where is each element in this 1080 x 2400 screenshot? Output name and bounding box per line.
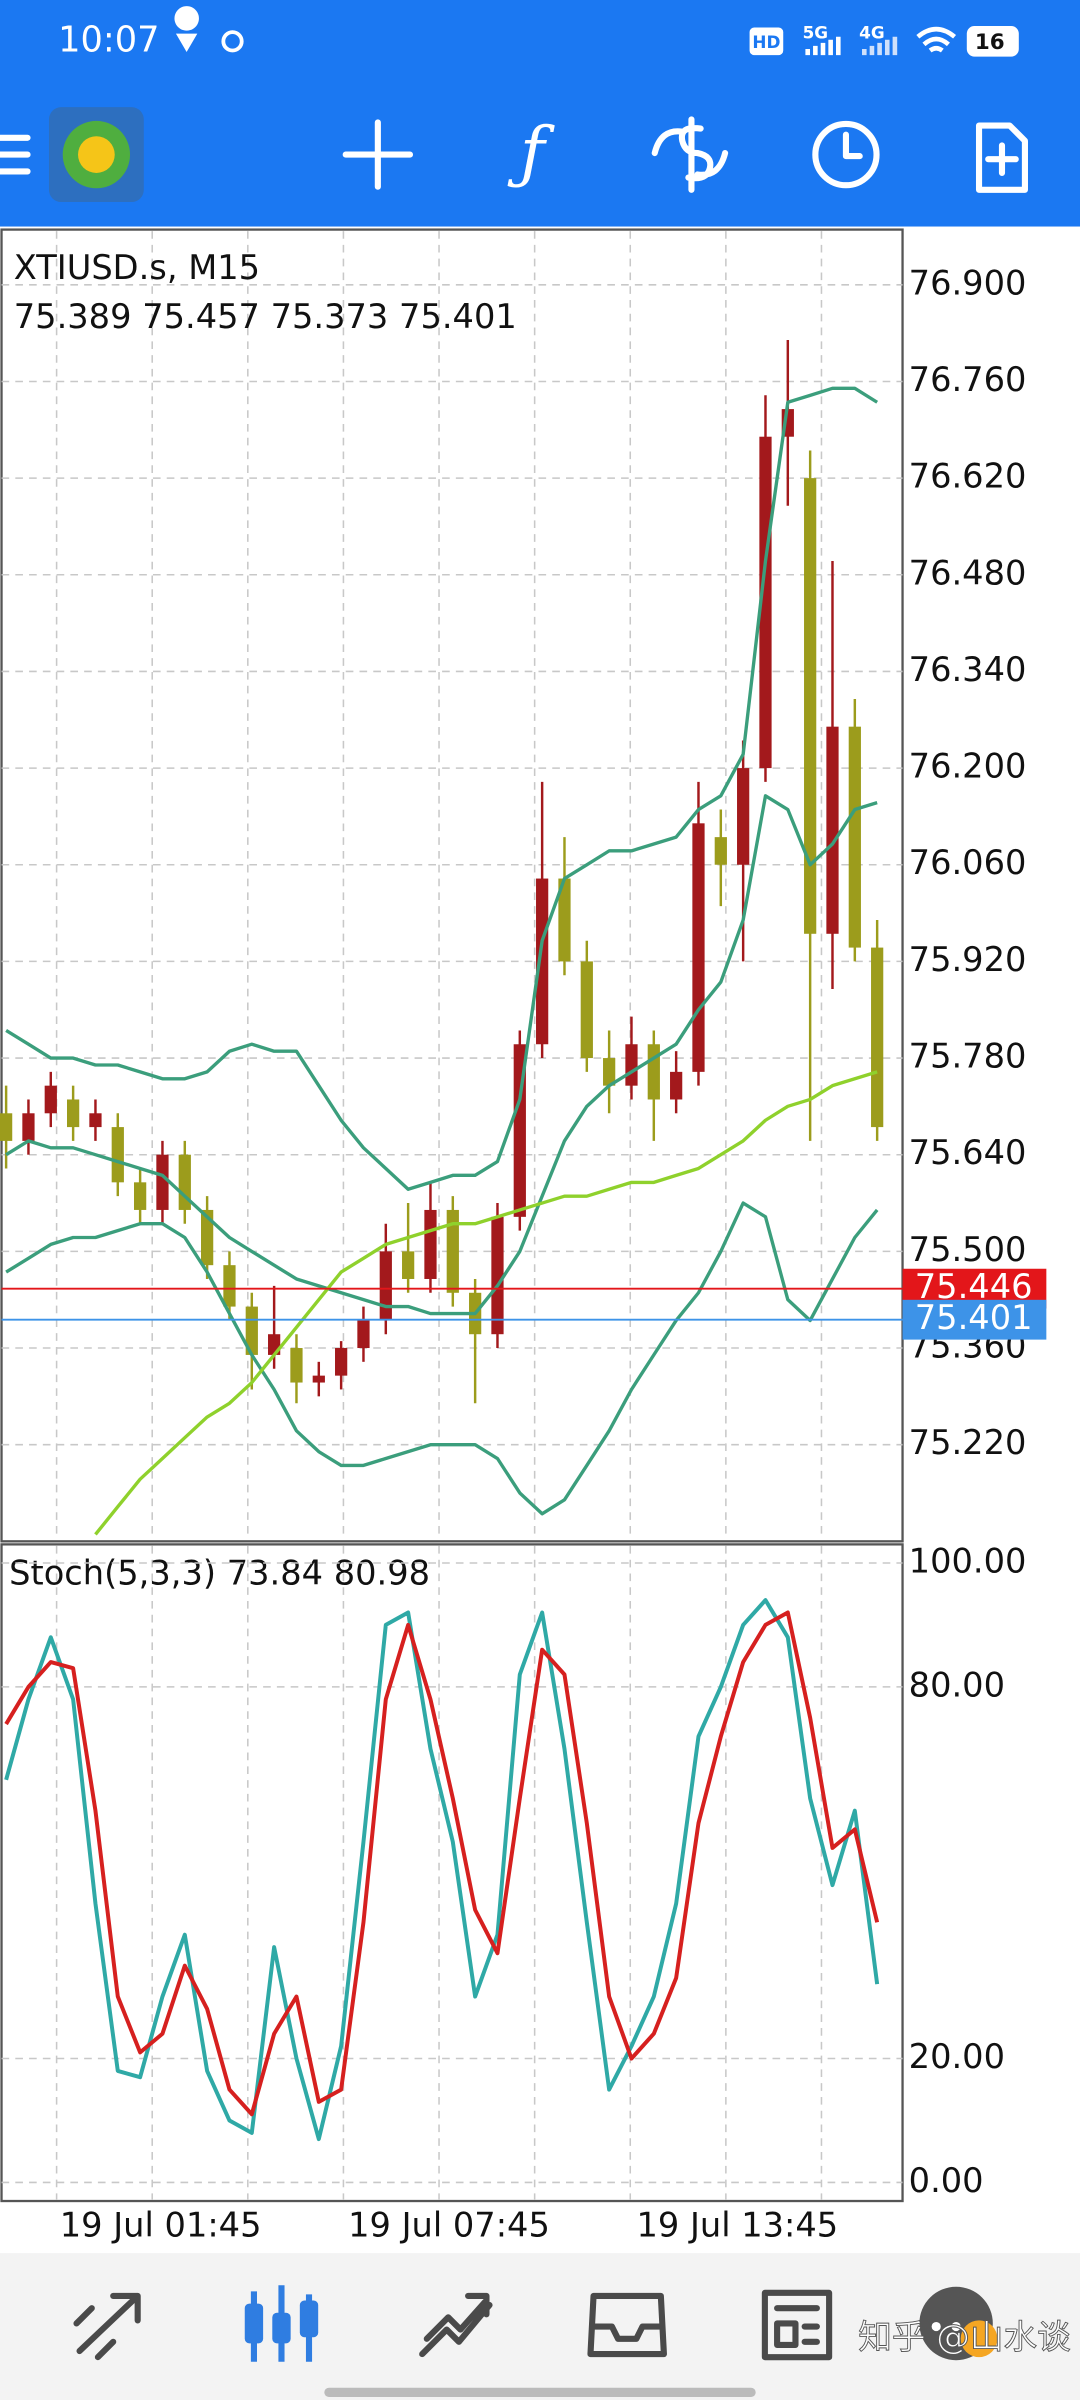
y-tick-label: 75.920 <box>909 940 1027 979</box>
y-tick-label: 75.780 <box>909 1037 1027 1076</box>
price-label: 75.446 <box>915 1267 1033 1306</box>
y-tick-label: 100.00 <box>909 1541 1027 1580</box>
y-tick-label: 76.200 <box>909 747 1027 786</box>
overlay-line <box>5 386 879 1191</box>
x-tick-label: 19 Jul 01:45 <box>60 2206 262 2245</box>
nav-chart[interactable] <box>244 2285 319 2362</box>
candle-body <box>804 478 817 934</box>
y-tick-label: 76.480 <box>909 553 1027 592</box>
x-tick-label: 19 Jul 07:45 <box>348 2206 550 2245</box>
bottom-nav <box>0 2253 1080 2400</box>
x-tick-label: 19 Jul 13:45 <box>636 2206 838 2245</box>
stoch-line <box>4 1610 880 2117</box>
candle-body <box>647 1044 660 1100</box>
candle-body <box>625 1044 638 1086</box>
candle-body <box>670 1071 683 1100</box>
menu-button[interactable] <box>0 134 31 175</box>
location-icon <box>174 6 199 53</box>
candle-body <box>558 878 571 962</box>
candle-body <box>536 878 549 1045</box>
candle-body <box>0 1113 13 1141</box>
stoch-panel <box>0 1543 904 2203</box>
candle-body <box>111 1127 124 1183</box>
app-icon[interactable] <box>48 107 144 203</box>
candle-body <box>446 1209 459 1293</box>
y-tick-label: 76.620 <box>909 457 1027 496</box>
candle-body <box>848 726 861 948</box>
nav-news[interactable] <box>761 2289 833 2361</box>
y-tick-label: 75.500 <box>909 1230 1027 1269</box>
candle-body <box>491 1216 504 1335</box>
stoch-title: Stoch(5,3,3) 73.84 80.98 <box>9 1553 430 1592</box>
candle-body <box>44 1085 57 1114</box>
hd-badge <box>749 27 784 56</box>
ohlc-text: 75.389 75.457 75.373 75.401 <box>14 297 517 336</box>
avatar-badge <box>960 2320 998 2358</box>
candle-body <box>67 1099 80 1128</box>
candle-body <box>156 1154 169 1210</box>
candle-body <box>223 1265 236 1307</box>
candle-body <box>580 961 593 1059</box>
timeframe-button[interactable] <box>812 120 880 189</box>
new-order-button[interactable] <box>975 122 1028 193</box>
nav-trade[interactable] <box>419 2292 493 2358</box>
y-tick-label: 76.340 <box>909 650 1027 689</box>
y-tick-label: 80.00 <box>909 1665 1005 1704</box>
hd-text: HD <box>752 32 780 52</box>
signal-icon <box>805 36 841 56</box>
candle-body <box>22 1113 35 1141</box>
battery <box>966 26 1019 57</box>
candle-body <box>402 1251 415 1279</box>
candle-body <box>714 837 727 865</box>
signal-icon-2 <box>862 36 898 56</box>
y-tick-label: 0.00 <box>909 2161 984 2200</box>
app-status-icon <box>221 30 244 53</box>
candle-body <box>379 1251 392 1321</box>
candle-body <box>759 436 772 769</box>
status-time: 10:07 <box>58 19 159 60</box>
price-label: 75.401 <box>915 1298 1033 1337</box>
nav-quotes[interactable] <box>73 2292 141 2361</box>
y-tick-label: 76.900 <box>909 263 1027 302</box>
main-panel <box>0 228 904 1543</box>
vertical-grid <box>55 231 823 2200</box>
price-label-box <box>902 1299 1047 1340</box>
candle-body <box>424 1209 437 1279</box>
chart-title: XTIUSD.s, M15 <box>14 248 260 287</box>
candle-body <box>178 1154 191 1210</box>
y-tick-label: 75.640 <box>909 1133 1027 1172</box>
crosshair-button[interactable] <box>342 119 414 190</box>
candle-body <box>603 1058 616 1086</box>
candle-body <box>245 1306 258 1355</box>
network-5g: 5G <box>803 23 829 43</box>
candle-body <box>335 1348 348 1376</box>
candle-body <box>357 1320 370 1349</box>
candle-body <box>826 726 839 934</box>
trade-button[interactable] <box>651 116 729 193</box>
network-4g: 4G <box>859 23 885 43</box>
overlay-line <box>94 1070 878 1536</box>
y-tick-label: 76.760 <box>909 360 1027 399</box>
candle-body <box>871 947 884 1128</box>
y-tick-label: 76.060 <box>909 843 1027 882</box>
battery-level: 16 <box>975 30 1005 55</box>
candle-body <box>737 768 750 865</box>
stoch-line <box>4 1598 880 2142</box>
candle-body <box>201 1209 214 1266</box>
home-indicator <box>324 2387 756 2397</box>
watermark: 知乎 @山水谈 <box>858 2317 1071 2356</box>
nav-history[interactable] <box>587 2292 667 2358</box>
overlay-line <box>5 1201 879 1516</box>
candle-body <box>312 1375 325 1383</box>
candle-body <box>89 1113 102 1128</box>
candle-body <box>692 823 705 1072</box>
wifi-icon <box>916 26 957 53</box>
candle-body <box>290 1348 303 1383</box>
y-tick-label: 20.00 <box>909 2037 1005 2076</box>
candle-body <box>134 1182 147 1210</box>
y-tick-label: 75.220 <box>909 1423 1027 1462</box>
overlay-line <box>5 794 878 1316</box>
